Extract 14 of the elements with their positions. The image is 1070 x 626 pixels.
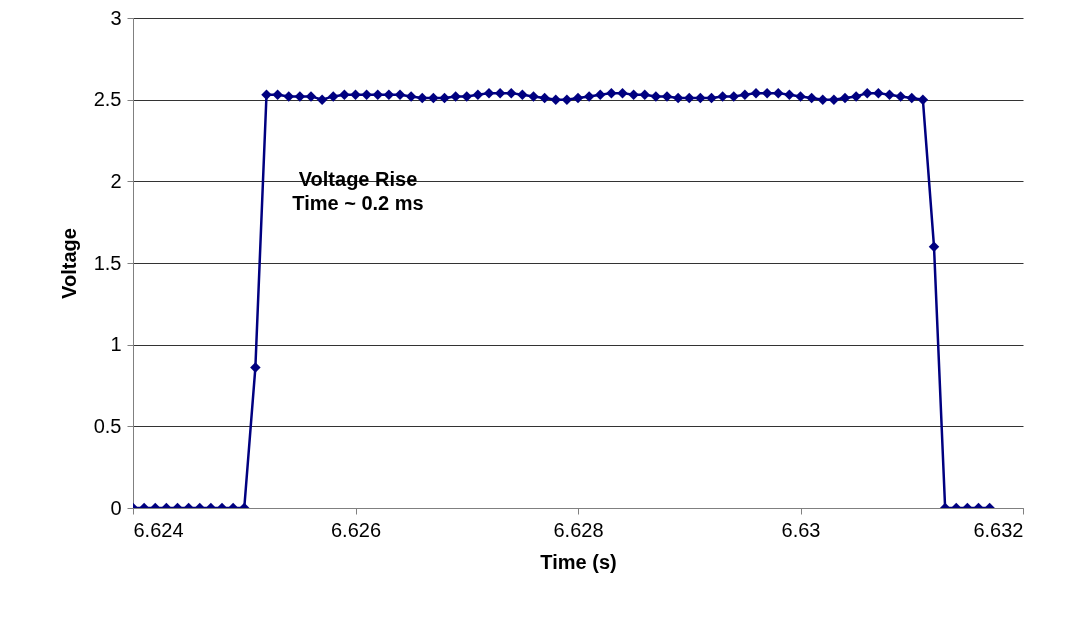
x-tick-label: 6.628 [553,518,604,541]
y-tick-label: 2 [110,169,122,192]
y-tick-label: 1.5 [93,251,122,274]
x-tick-label: 6.632 [973,518,1024,541]
y-tick-label: 1 [110,333,122,356]
x-axis-title: Time (s) [540,550,617,573]
x-tick-label: 6.626 [330,518,382,541]
x-tick-label: 6.624 [133,518,184,541]
y-tick-label: 0 [110,496,122,519]
y-tick-label: 2.5 [93,88,122,111]
y-axis-title: Voltage [57,228,80,299]
y-tick-label: 3 [110,6,122,29]
y-tick-label: 0.5 [93,414,122,437]
x-tick-label: 6.63 [781,518,821,541]
